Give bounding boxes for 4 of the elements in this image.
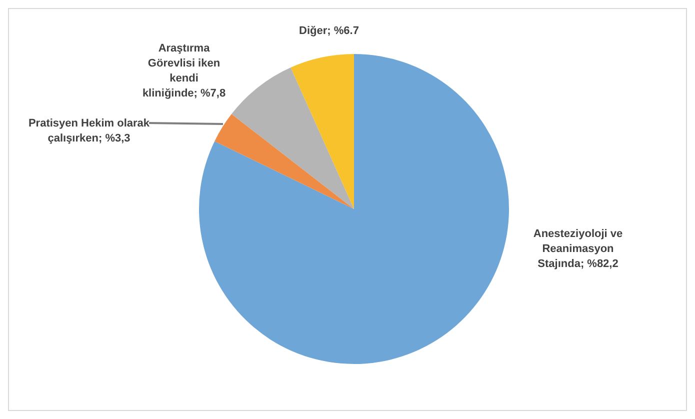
slice-label: Anesteziyoloji ve Reanimasyon Stajında; %82,2: [533, 228, 623, 270]
slice-label: Araştırma Görevlisi iken kendi kliniğinde; %7,8: [142, 42, 226, 100]
slice-label: Diğer; %6.7: [299, 25, 359, 38]
slice-label: Pratisyen Hekim olarak çalışırken; %3,3: [28, 118, 150, 145]
